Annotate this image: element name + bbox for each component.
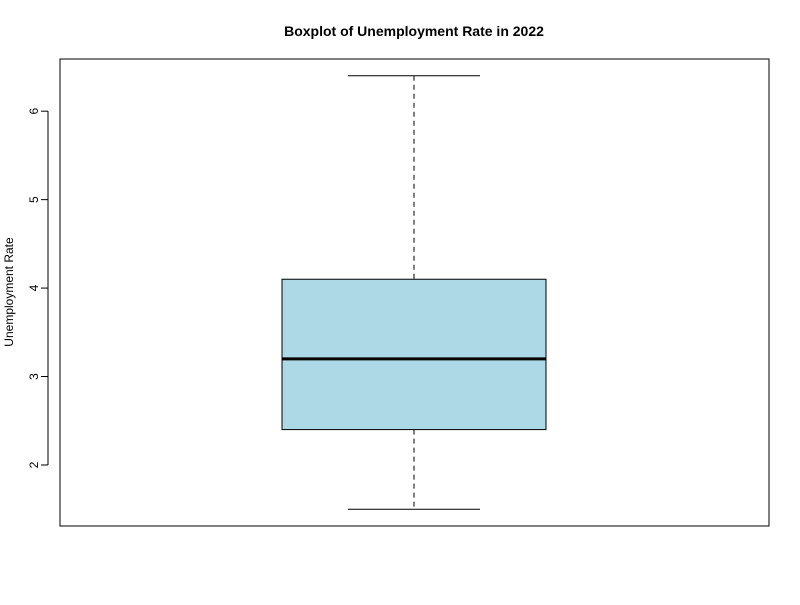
y-tick-label: 4 bbox=[27, 284, 41, 291]
y-tick-label: 3 bbox=[27, 373, 41, 380]
interquartile-box bbox=[281, 278, 547, 431]
y-axis-label: Unemployment Rate bbox=[2, 237, 16, 347]
y-tick-label: 2 bbox=[27, 461, 41, 468]
plot-frame bbox=[59, 58, 770, 527]
chart-title: Boxplot of Unemployment Rate in 2022 bbox=[284, 23, 544, 39]
y-tick-label: 5 bbox=[27, 196, 41, 203]
y-tick-label: 6 bbox=[27, 108, 41, 115]
boxplot-series bbox=[281, 75, 547, 510]
y-axis: 2 3 4 5 6 bbox=[27, 108, 49, 468]
